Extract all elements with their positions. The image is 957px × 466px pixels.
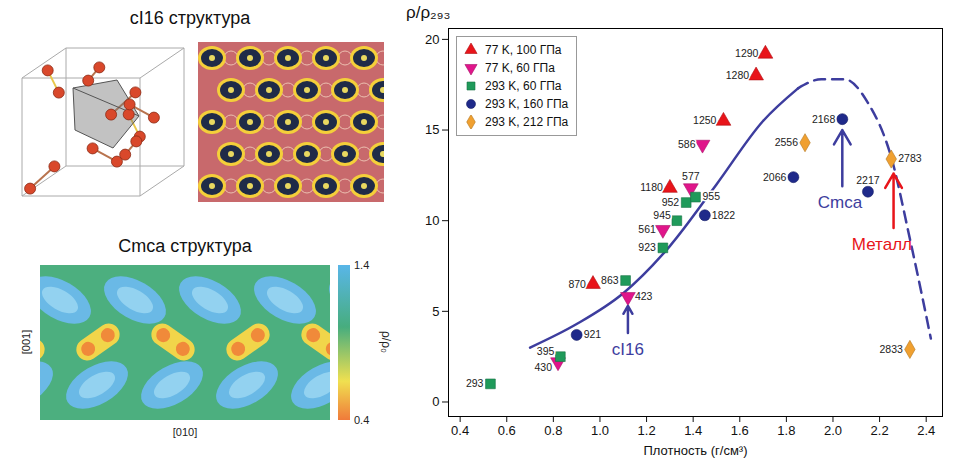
html-text:293 K, 212 ГПа: 293 K, 212 ГПа: [485, 115, 569, 129]
svg-text:Cmca: Cmca: [818, 193, 863, 212]
svg-text:293: 293: [466, 377, 484, 389]
svg-text:561: 561: [638, 223, 656, 235]
svg-text:10: 10: [425, 213, 439, 228]
svg-text:1.4: 1.4: [684, 423, 702, 438]
svg-text:945: 945: [653, 209, 671, 221]
svg-text:cI16: cI16: [612, 340, 644, 359]
html-text:77 K, 100 ГПа: 77 K, 100 ГПа: [485, 43, 562, 57]
svg-text:2066: 2066: [763, 171, 787, 183]
html-text:293 K, 60 ГПа: 293 K, 60 ГПа: [485, 79, 562, 93]
svg-text:Плотность (г/см³): Плотность (г/см³): [644, 443, 748, 458]
svg-text:955: 955: [703, 190, 721, 202]
svg-text:1.6: 1.6: [731, 423, 749, 438]
svg-text:1280: 1280: [726, 69, 750, 81]
svg-text:20: 20: [425, 32, 439, 47]
svg-text:0.4: 0.4: [451, 423, 469, 438]
svg-text:430: 430: [534, 361, 552, 373]
svg-text:2783: 2783: [898, 152, 922, 164]
svg-text:586: 586: [678, 138, 696, 150]
svg-text:923: 923: [638, 241, 656, 253]
svg-text:ρ/ρ₀: ρ/ρ₀: [379, 331, 393, 353]
html-text:293 K, 160 ГПа: 293 K, 160 ГПа: [485, 97, 569, 111]
svg-text:1.4: 1.4: [354, 259, 369, 271]
svg-text:952: 952: [662, 196, 680, 208]
svg-text:2168: 2168: [812, 113, 836, 125]
svg-text:870: 870: [568, 278, 586, 290]
html-text:77 K, 60 ГПа: 77 K, 60 ГПа: [485, 61, 555, 75]
svg-text:577: 577: [682, 170, 700, 182]
svg-text:423: 423: [635, 290, 653, 302]
svg-text:2.2: 2.2: [871, 423, 889, 438]
svg-text:2.0: 2.0: [824, 423, 842, 438]
svg-text:5: 5: [432, 304, 439, 319]
svg-text:0.8: 0.8: [544, 423, 562, 438]
svg-text:1250: 1250: [693, 114, 717, 126]
svg-text:2556: 2556: [775, 136, 799, 148]
svg-text:Cmca структура: Cmca структура: [118, 236, 252, 256]
svg-text:921: 921: [584, 328, 602, 340]
svg-text:Металл: Металл: [852, 235, 912, 254]
html-text:ρ/ρ₂₉₃: ρ/ρ₂₉₃: [406, 3, 451, 22]
svg-text:cI16 структура: cI16 структура: [130, 8, 251, 28]
svg-text:1290: 1290: [735, 47, 759, 59]
svg-text:1822: 1822: [712, 209, 736, 221]
svg-text:1.8: 1.8: [777, 423, 795, 438]
svg-text:0.6: 0.6: [498, 423, 516, 438]
svg-text:1180: 1180: [640, 181, 663, 193]
svg-text:2.4: 2.4: [917, 423, 935, 438]
svg-text:1.0: 1.0: [591, 423, 609, 438]
svg-text:2217: 2217: [856, 174, 880, 186]
svg-text:15: 15: [425, 122, 439, 137]
svg-text:395: 395: [537, 345, 555, 357]
svg-text:2833: 2833: [880, 343, 904, 355]
svg-text:[010]: [010]: [173, 426, 197, 438]
svg-text:0: 0: [432, 394, 439, 409]
svg-text:1.2: 1.2: [638, 423, 656, 438]
svg-text:[001]: [001]: [20, 330, 32, 354]
svg-text:0.4: 0.4: [354, 414, 369, 426]
svg-text:863: 863: [601, 274, 619, 286]
